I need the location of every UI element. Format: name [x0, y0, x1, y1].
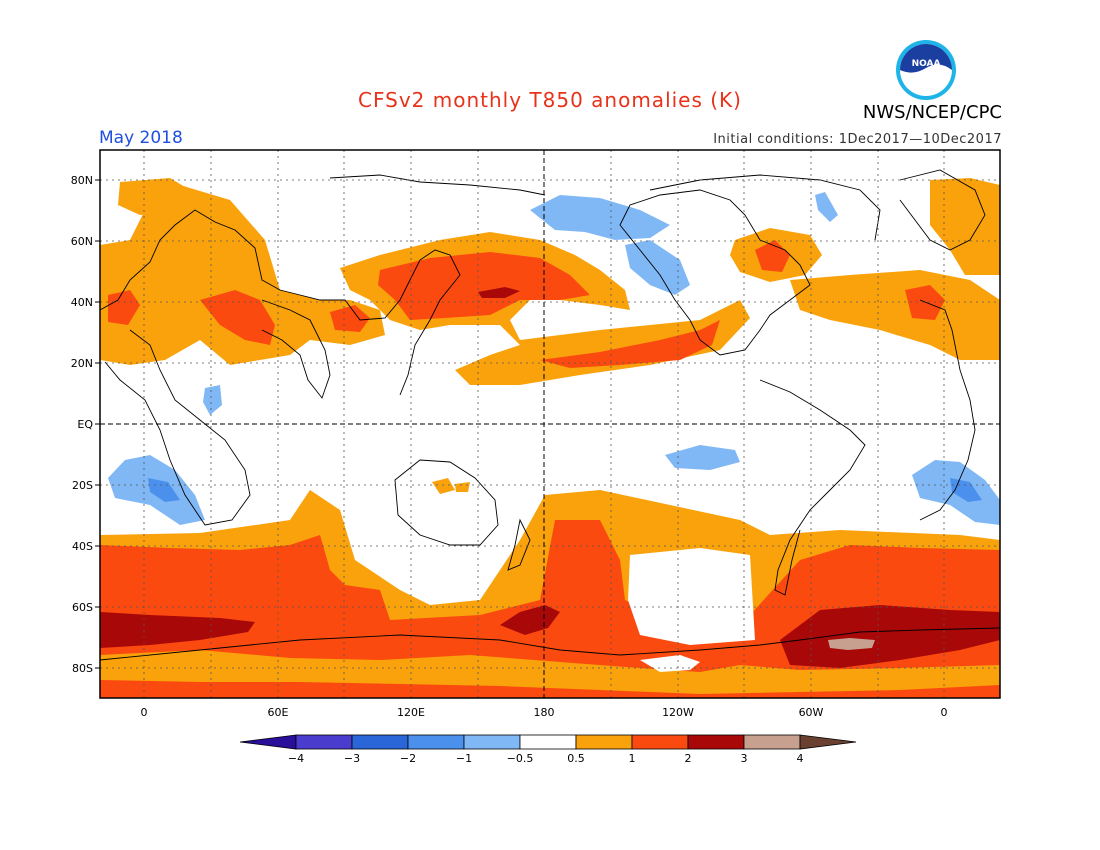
agency-label: NWS/NCEP/CPC [862, 102, 1002, 123]
legend-swatch [631, 734, 689, 750]
anomaly-fields [100, 169, 1000, 698]
initial-conditions: Initial conditions: 1Dec2017—10Dec2017 [713, 132, 1002, 147]
australia-orange [432, 478, 470, 494]
npac-darkred [478, 287, 520, 298]
legend-swatch [351, 734, 409, 750]
reference-lines [100, 150, 1000, 698]
legend-swatch [519, 734, 577, 750]
lon-label: 0 [941, 706, 948, 719]
lon-labels: 0 60E 120E 180 120W 60W 0 [141, 706, 948, 719]
lat-labels: 80N 60N 40N 20N EQ 20S 40S 60S 80S [71, 174, 94, 675]
arctic-orange-left [118, 178, 190, 215]
greenland-blue [815, 192, 838, 222]
legend-swatch [575, 734, 633, 750]
legend-swatch [295, 734, 353, 750]
graticule [100, 150, 1000, 698]
lat-label: 40S [72, 540, 93, 553]
tick-marks [95, 179, 100, 669]
legend-tick-label: 3 [741, 752, 748, 765]
southern-band-darkred [100, 612, 255, 648]
noaa-logo: NOAA [896, 40, 956, 100]
legend-tick-label: −4 [288, 752, 304, 765]
spac-white-hole [628, 548, 755, 645]
arctic-orange-right [930, 178, 1000, 275]
atlantic-red [905, 285, 945, 320]
legend-tick-label: 2 [685, 752, 692, 765]
lat-label: EQ [77, 418, 93, 431]
npac-red-2 [540, 320, 720, 368]
npac-red [378, 252, 590, 320]
lon-label: 60W [799, 706, 824, 719]
antarctic-white [640, 655, 700, 672]
valid-month: May 2018 [99, 128, 183, 148]
legend-labels: −4 −3 −2 −1 −0.5 0.5 1 2 3 4 [288, 752, 804, 765]
lat-label: 60S [72, 601, 93, 614]
lon-label: 180 [534, 706, 555, 719]
legend-tick-label: −0.5 [507, 752, 534, 765]
lat-label: 20S [72, 479, 93, 492]
africa-blue [203, 385, 222, 415]
namerica-blue [625, 240, 690, 295]
east-asia-red [330, 305, 370, 332]
legend-swatch [239, 734, 297, 750]
legend-tick-label: 0.5 [567, 752, 585, 765]
lat-label: 80S [72, 662, 93, 675]
map-title: CFSv2 monthly T850 anomalies (K) [358, 88, 742, 112]
satl-blue-dark [148, 478, 180, 502]
lat-label: 20N [71, 357, 93, 370]
atlantic-orange [790, 270, 1000, 360]
legend-swatch [687, 734, 745, 750]
southern-band-darkred-2 [780, 605, 1000, 668]
lon-label: 120W [662, 706, 694, 719]
legend-tick-label: −3 [344, 752, 360, 765]
legend-tick-label: −2 [400, 752, 416, 765]
legend-swatch [799, 734, 857, 750]
southern-band-darkred-3 [500, 605, 560, 635]
logo-text: NOAA [912, 59, 941, 69]
lon-label: 120E [397, 706, 425, 719]
lat-label: 80N [71, 174, 93, 187]
southern-band-peach [828, 638, 875, 650]
lat-label: 40N [71, 296, 93, 309]
lat-label: 60N [71, 235, 93, 248]
legend-tick-label: 1 [629, 752, 636, 765]
hudson-red [755, 240, 790, 272]
eurasia-orange [100, 185, 385, 365]
legend-swatch [407, 734, 465, 750]
euro-red [108, 290, 140, 325]
legend-swatch [743, 734, 801, 750]
lon-label: 60E [268, 706, 289, 719]
legend-tick-label: −1 [456, 752, 472, 765]
epac-blue [665, 445, 740, 470]
legend-tick-label: 4 [797, 752, 804, 765]
lon-label: 0 [141, 706, 148, 719]
legend-swatch [463, 734, 521, 750]
legend-bar [239, 734, 857, 750]
arctic-blue [530, 195, 670, 240]
southern-band-orange-inner [100, 650, 1000, 694]
eurasia-red [200, 290, 275, 345]
